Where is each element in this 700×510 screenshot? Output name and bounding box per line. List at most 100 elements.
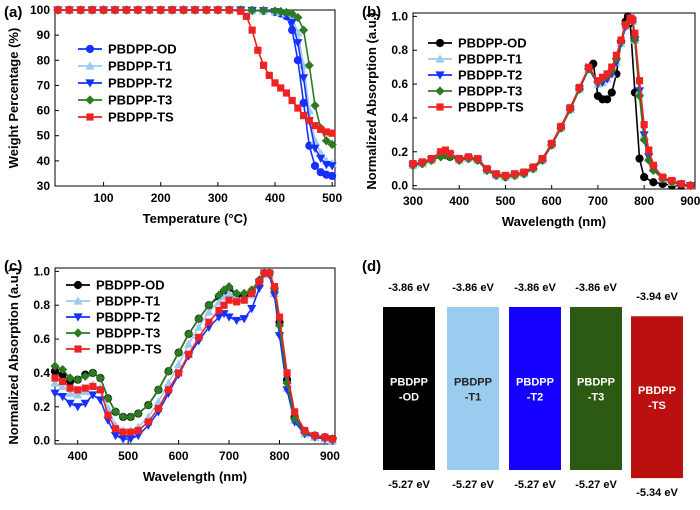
data-point: [133, 408, 143, 419]
data-point: [77, 6, 85, 14]
data-point: [99, 6, 108, 14]
legend-label: PBDPP-OD: [108, 42, 177, 57]
y-tick-label: 90: [37, 28, 51, 42]
data-point: [294, 104, 302, 112]
data-point: [276, 6, 286, 17]
legend-marker: [435, 71, 445, 80]
data-point: [214, 6, 222, 14]
legend-marker: [435, 86, 445, 96]
panel-label: (a): [4, 4, 22, 21]
chart-panel-1: (b) 300 400 500 600 700 800 900 0.0 0.2 0.4 0.6 0.8 1…: [362, 4, 700, 229]
data-point: [248, 26, 256, 34]
data-point: [258, 5, 269, 16]
data-point: [281, 7, 292, 18]
data-point: [639, 135, 649, 145]
x-axis-title: Wavelength (nm): [502, 214, 606, 229]
series-pbdpp-od: [53, 5, 337, 181]
energy-bar: [383, 307, 435, 470]
data-point: [441, 146, 449, 154]
y-tick-label: 0.6: [391, 77, 408, 91]
data-point: [608, 63, 616, 71]
lumo-label: -3.86 eV: [388, 282, 430, 294]
data-point: [317, 125, 325, 134]
x-tick-label: 500: [118, 449, 138, 463]
data-point: [80, 399, 90, 408]
data-point: [311, 431, 319, 440]
panel-label: (d): [362, 258, 381, 275]
legend-label: PBDPP-OD: [96, 278, 165, 293]
data-point: [520, 168, 528, 176]
data-point: [104, 411, 112, 419]
data-point: [328, 129, 336, 137]
series-pbdpp-ts: [409, 14, 694, 190]
x-axis-title: Temperature (°C): [143, 211, 248, 226]
y-tick-label: 0.4: [391, 111, 408, 125]
y-tick-label: 30: [37, 179, 51, 193]
data-point: [65, 6, 73, 14]
legend-item: PBDPP-T3: [428, 84, 522, 99]
data-point: [237, 7, 245, 15]
lumo-label: -3.94 eV: [636, 291, 678, 303]
data-point: [220, 301, 228, 309]
data-point: [174, 348, 184, 358]
data-point: [65, 373, 75, 383]
data-point: [239, 288, 249, 298]
data-point: [184, 339, 194, 348]
data-point: [259, 61, 268, 69]
data-point: [265, 71, 273, 79]
data-point: [617, 36, 625, 44]
data-point: [635, 154, 644, 163]
data-point: [163, 366, 174, 376]
data-point: [202, 6, 211, 14]
y-tick-label: 0.0: [33, 434, 50, 448]
data-point: [179, 6, 188, 14]
x-tick-label: 500: [322, 191, 342, 205]
homo-label: -5.34 eV: [636, 487, 678, 499]
data-point: [492, 170, 500, 178]
data-point: [134, 426, 142, 435]
energy-bar: [509, 307, 561, 470]
legend-marker: [73, 280, 83, 290]
x-tick-label: 400: [449, 194, 469, 208]
data-point: [164, 386, 173, 394]
data-point: [50, 361, 60, 371]
data-point: [122, 6, 131, 14]
legend-marker: [73, 296, 83, 305]
data-point: [260, 269, 268, 277]
y-axis-title: Weight Percentage (%): [6, 28, 21, 169]
y-tick-label: 60: [37, 104, 51, 118]
energy-level-2: PBDPP -T2 -3.86 eV -5.27 eV: [509, 282, 561, 491]
legend-item: PBDPP-TS: [428, 100, 524, 115]
energy-bar: [447, 307, 499, 470]
data-point: [668, 176, 676, 185]
data-point: [224, 313, 234, 322]
x-tick-label: 400: [265, 191, 285, 205]
data-point: [635, 77, 644, 85]
x-tick-label: 600: [542, 194, 562, 208]
data-point: [126, 435, 136, 444]
data-point: [327, 162, 337, 171]
series-line: [57, 9, 333, 177]
data-point: [191, 6, 199, 14]
data-point: [557, 122, 565, 130]
legend-label: PBDPP-TS: [96, 342, 162, 357]
data-point: [321, 433, 329, 441]
x-tick-label: 800: [634, 194, 654, 208]
data-point: [603, 70, 611, 78]
y-tick-label: 0.2: [33, 400, 50, 414]
legend-label: PBDPP-T2: [96, 310, 160, 325]
lumo-label: -3.86 eV: [575, 282, 617, 294]
legend-marker: [436, 103, 444, 111]
data-point: [446, 149, 454, 158]
data-point: [73, 390, 83, 399]
series-pbdpp-ts: [54, 6, 336, 137]
energy-bar-label: -T3: [588, 392, 605, 404]
data-point: [248, 289, 256, 297]
panel-label: (b): [362, 4, 381, 21]
data-point: [328, 435, 337, 443]
data-point: [168, 6, 176, 14]
data-point: [88, 368, 98, 378]
data-point: [310, 144, 320, 153]
data-point: [80, 371, 90, 381]
data-point: [118, 435, 128, 444]
